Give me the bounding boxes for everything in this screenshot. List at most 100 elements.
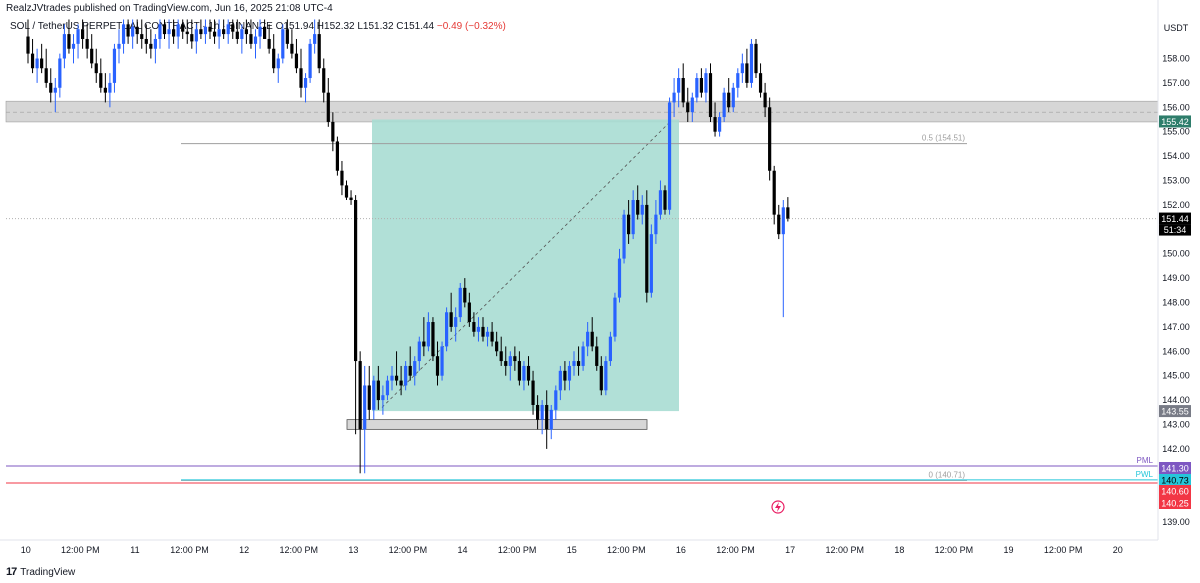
price-tick-label: 139.00 bbox=[1162, 517, 1190, 527]
candle bbox=[677, 78, 681, 93]
candle bbox=[244, 29, 248, 35]
candle bbox=[208, 26, 212, 32]
candle bbox=[695, 78, 699, 98]
candle bbox=[581, 346, 585, 366]
price-tag bbox=[1159, 212, 1191, 225]
time-tick-label: 18 bbox=[894, 545, 904, 555]
candle bbox=[722, 92, 726, 118]
candle bbox=[308, 43, 312, 79]
candle bbox=[513, 356, 517, 362]
candle bbox=[777, 214, 781, 235]
price-tick-label: 158.00 bbox=[1162, 54, 1190, 64]
candle bbox=[249, 34, 253, 44]
price-tick-label: 157.00 bbox=[1162, 78, 1190, 88]
candle bbox=[454, 317, 458, 327]
candle bbox=[26, 36, 30, 54]
candle bbox=[476, 326, 481, 332]
candle bbox=[463, 287, 467, 303]
candle bbox=[690, 97, 694, 113]
time-tick-label: 12:00 PM bbox=[498, 545, 537, 555]
price-tick-label: 146.00 bbox=[1162, 346, 1190, 356]
time-tick-label: 15 bbox=[567, 545, 577, 555]
candle bbox=[445, 312, 449, 347]
candle bbox=[699, 78, 703, 93]
candles-layer bbox=[26, 19, 790, 474]
candle bbox=[531, 380, 535, 405]
candle bbox=[517, 361, 521, 381]
candle bbox=[567, 365, 572, 381]
candle bbox=[508, 356, 512, 366]
price-tag-label: 151.44 bbox=[1161, 214, 1189, 224]
time-tick-label: 10 bbox=[21, 545, 31, 555]
price-tag bbox=[1159, 115, 1191, 128]
candle bbox=[740, 63, 744, 74]
time-tick-label: 20 bbox=[1113, 545, 1123, 555]
candle bbox=[617, 258, 622, 298]
time-tick-label: 12:00 PM bbox=[1044, 545, 1083, 555]
candle bbox=[672, 92, 676, 103]
candle bbox=[458, 287, 462, 318]
candle bbox=[485, 331, 490, 337]
candle bbox=[599, 365, 603, 391]
candle bbox=[390, 375, 394, 381]
candle bbox=[199, 29, 203, 35]
candle bbox=[549, 409, 553, 430]
candle bbox=[30, 53, 35, 69]
time-tick-label: 12:00 PM bbox=[389, 545, 428, 555]
price-tick-label: 145.00 bbox=[1162, 371, 1190, 381]
candle bbox=[253, 36, 258, 44]
candle bbox=[376, 380, 380, 401]
price-tag bbox=[1159, 474, 1191, 486]
target-zone bbox=[372, 119, 679, 412]
candle bbox=[536, 404, 540, 420]
candle bbox=[71, 43, 76, 49]
candle bbox=[499, 351, 503, 362]
candle bbox=[768, 107, 772, 171]
candle bbox=[613, 297, 617, 337]
time-tick-label: 17 bbox=[785, 545, 795, 555]
price-axis[interactable]: USDT139.00140.00141.00142.00143.00144.00… bbox=[1157, 0, 1190, 540]
price-tick-label: 144.00 bbox=[1162, 395, 1190, 405]
level-label-pwl: PWL bbox=[1136, 470, 1154, 479]
time-tick-label: 12 bbox=[239, 545, 249, 555]
flash-icon[interactable] bbox=[771, 500, 785, 514]
level-label-pml: PML bbox=[1137, 456, 1154, 465]
time-tick-label: 12:00 PM bbox=[716, 545, 755, 555]
candle bbox=[435, 356, 440, 376]
price-tag bbox=[1159, 405, 1191, 418]
candle bbox=[394, 375, 399, 381]
candle bbox=[162, 24, 167, 35]
candle bbox=[363, 385, 367, 430]
time-tick-label: 12:00 PM bbox=[279, 545, 318, 555]
time-axis[interactable]: 10 12:00 PM 11 12:00 PM 12 12:00 PM 13 12:00 PM… bbox=[0, 539, 1158, 555]
candle bbox=[772, 170, 776, 215]
candle bbox=[704, 73, 708, 93]
candle bbox=[281, 29, 285, 59]
candle bbox=[263, 26, 267, 39]
candle bbox=[294, 53, 299, 69]
candle bbox=[667, 102, 672, 210]
footer-brand: TradingView bbox=[20, 566, 76, 578]
candle bbox=[181, 24, 185, 32]
candle bbox=[299, 68, 303, 88]
candle bbox=[758, 73, 763, 93]
candle bbox=[267, 38, 271, 49]
trade-path bbox=[381, 121, 671, 408]
candle bbox=[504, 361, 508, 366]
candle bbox=[718, 117, 722, 132]
candle bbox=[131, 26, 135, 37]
candle bbox=[190, 34, 194, 42]
candle bbox=[81, 29, 85, 39]
candle bbox=[108, 82, 112, 93]
candle bbox=[354, 200, 358, 362]
time-tick-label: 19 bbox=[1004, 545, 1014, 555]
candle bbox=[335, 141, 339, 171]
levels-layer: 0.5 (154.51) PML 0 (140.71) PWL bbox=[6, 134, 1158, 484]
candle bbox=[545, 404, 549, 430]
candle bbox=[449, 312, 453, 327]
candle bbox=[231, 24, 235, 32]
candle bbox=[135, 26, 139, 35]
price-tick-label: 152.00 bbox=[1162, 200, 1190, 210]
